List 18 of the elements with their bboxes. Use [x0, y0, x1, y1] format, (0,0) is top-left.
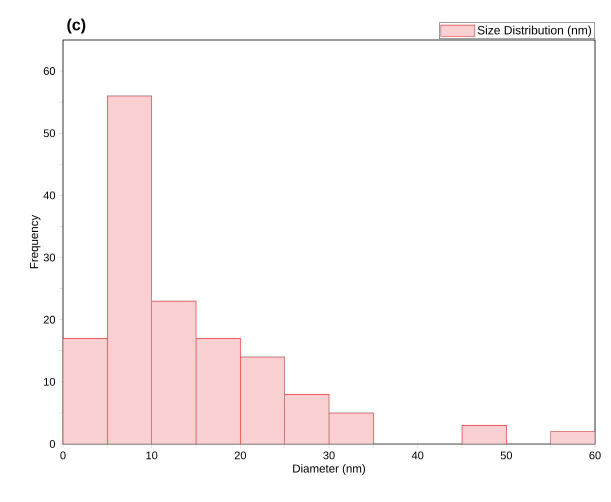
y-axis-title: Frequency	[30, 214, 40, 268]
y-tick-label: 30	[44, 254, 56, 262]
x-tick-label: 20	[234, 452, 246, 460]
y-tick-label: 10	[44, 378, 56, 386]
chart-title: (c)	[67, 18, 86, 34]
x-tick-label: 60	[589, 452, 601, 460]
y-tick-label: 0	[50, 440, 56, 448]
y-tick-label: 40	[43, 191, 56, 200]
x-tick-label: 50	[500, 452, 512, 460]
legend-label: Size Distribution (nm)	[478, 26, 592, 37]
y-tick-label: 60	[44, 67, 56, 75]
x-tick-label: 40	[412, 452, 424, 460]
x-tick-label: 0	[60, 452, 66, 460]
x-tick-label: 10	[146, 452, 158, 460]
y-tick-label: 20	[44, 316, 56, 324]
y-tick-label: 50	[44, 129, 56, 138]
x-axis-title: Diameter (nm)	[293, 464, 365, 475]
x-tick-label: 30	[323, 452, 335, 460]
